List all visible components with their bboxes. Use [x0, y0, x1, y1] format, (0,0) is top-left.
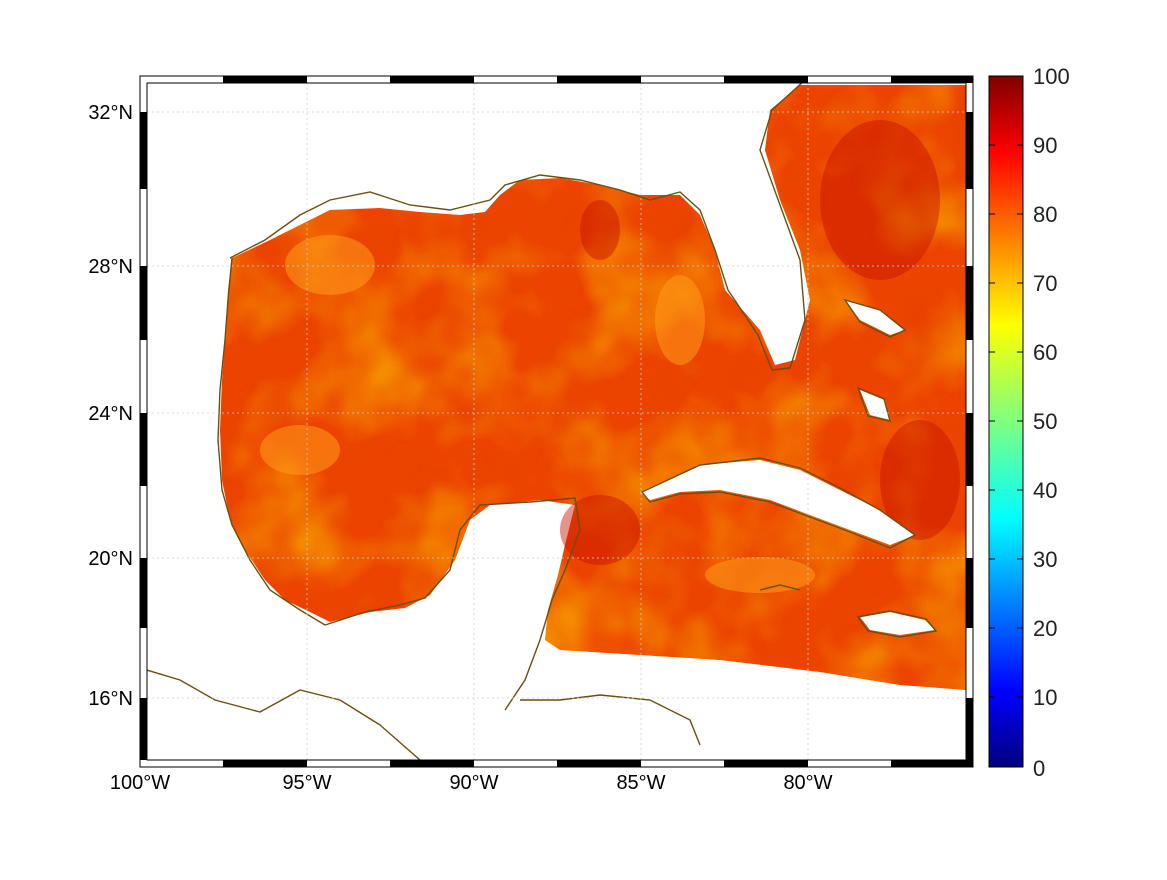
y-tick-label: 20°N [88, 548, 133, 570]
x-tick-label: 100°W [110, 772, 170, 794]
map-frame [139, 75, 974, 768]
colorbar-label: 30 [1033, 547, 1057, 572]
y-tick-label: 28°N [88, 256, 133, 278]
coastlines [147, 83, 938, 760]
field-shadows [560, 120, 960, 565]
y-tick-label: 24°N [88, 403, 133, 425]
colorbar-label: 60 [1033, 340, 1057, 365]
colorbar-label: 100 [1033, 64, 1070, 89]
gridlines [147, 83, 966, 760]
colorbar-label: 0 [1033, 756, 1045, 781]
x-tick-label: 90°W [449, 772, 498, 794]
colorbar-label: 40 [1033, 478, 1057, 503]
colorbar-ticks [989, 144, 1023, 698]
x-tick-label: 80°W [783, 772, 832, 794]
x-tick-label: 95°W [282, 772, 331, 794]
x-tick-label: 85°W [616, 772, 665, 794]
x-tick-labels: 100°W 95°W 90°W 85°W 80°W [110, 772, 833, 794]
land-masks [640, 300, 935, 635]
y-tick-labels: 32°N 28°N 24°N 20°N 16°N [88, 102, 133, 710]
colorbar-label: 10 [1033, 685, 1057, 710]
colorbar-label: 70 [1033, 271, 1057, 296]
y-tick-label: 16°N [88, 688, 133, 710]
colorbar-label: 50 [1033, 409, 1057, 434]
colorbar-labels: 100 90 80 70 60 50 40 30 20 10 0 [1033, 64, 1070, 781]
field-highlights [260, 235, 815, 593]
colorbar-label: 80 [1033, 202, 1057, 227]
colorbar: 100 90 80 70 60 50 40 30 20 10 0 [988, 64, 1070, 781]
y-tick-label: 32°N [88, 102, 133, 124]
colorbar-label: 20 [1033, 616, 1057, 641]
colorbar-label: 90 [1033, 133, 1057, 158]
